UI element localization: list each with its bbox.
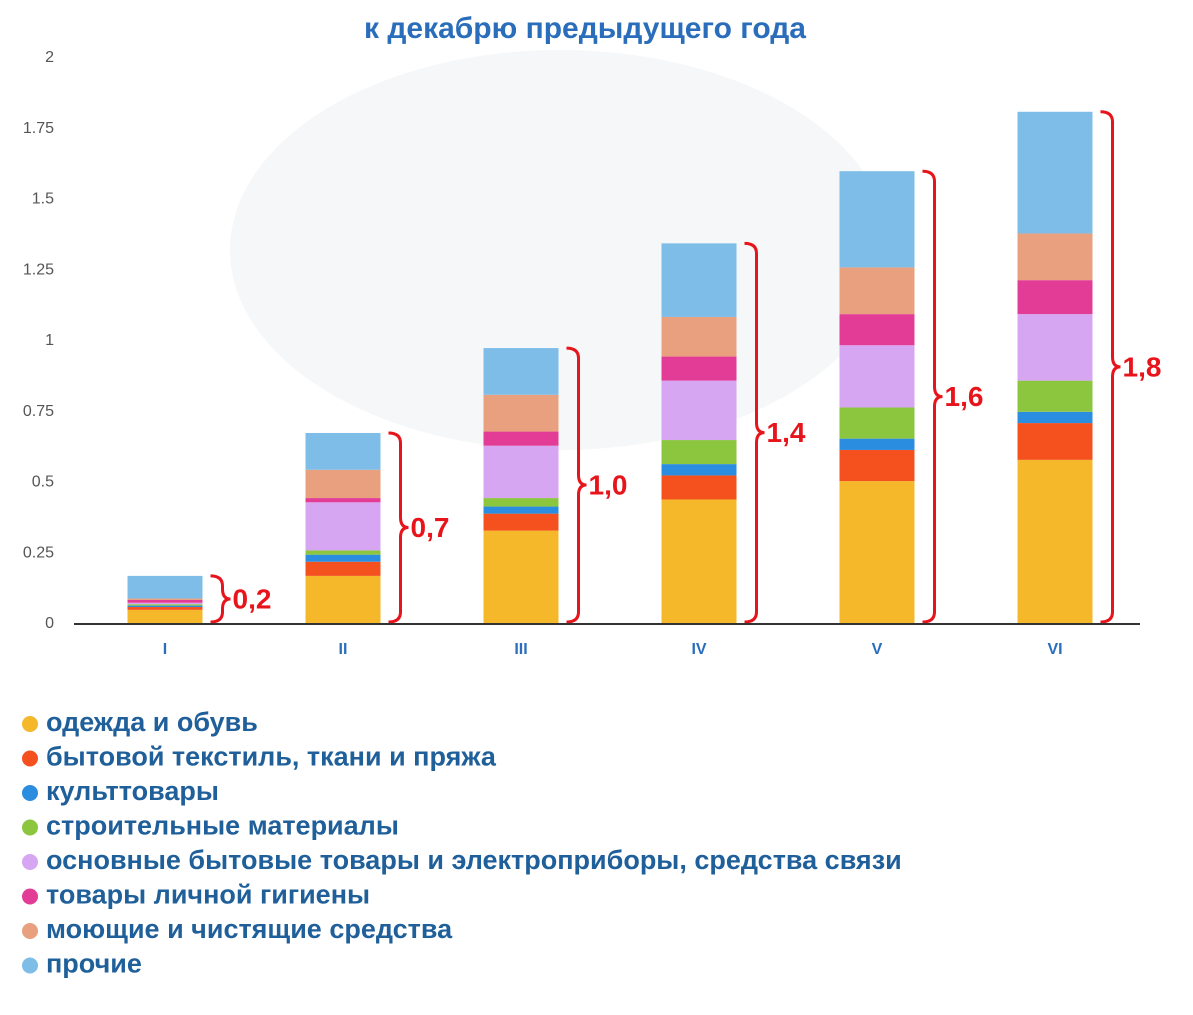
legend-marker [22, 716, 38, 732]
bar-segment [483, 498, 559, 507]
legend-label: товары личной гигиены [46, 880, 370, 910]
y-tick-label: 0 [45, 615, 54, 632]
bar-segment [483, 506, 559, 514]
legend-marker [22, 854, 38, 870]
brace [210, 574, 231, 624]
legend-marker [22, 888, 38, 905]
legend-label: одежда и обувь [46, 707, 258, 737]
bar-segment [127, 609, 203, 624]
bar-segment [305, 502, 381, 551]
bar-segment [661, 464, 737, 476]
bar-segment [1017, 423, 1093, 460]
brace [1100, 110, 1121, 624]
y-tick-label: 1 [45, 332, 54, 349]
bar-segment [305, 575, 381, 624]
bar-segment [305, 432, 381, 470]
bar-segment [839, 171, 915, 268]
bar-segment [839, 314, 915, 346]
annotation: 1,4 [767, 417, 806, 448]
legend-label: основные бытовые товары и электроприборы… [46, 845, 902, 875]
y-tick-label: 1.75 [23, 120, 54, 137]
bar-segment [839, 407, 915, 439]
x-tick-label: V [872, 641, 883, 658]
annotation: 1,0 [589, 469, 628, 500]
bar-segment [305, 561, 381, 576]
brace [922, 169, 943, 624]
bar-segment [661, 316, 737, 357]
bar-segment [839, 481, 915, 624]
legend-label: культтовары [46, 776, 219, 806]
x-tick-label: IV [691, 641, 706, 658]
legend-label: бытовой текстиль, ткани и пряжа [46, 742, 497, 772]
bar-segment [1017, 280, 1093, 315]
chart-title: к декабрю предыдущего года [364, 12, 806, 45]
bar-segment [127, 598, 203, 600]
x-tick-label: VI [1047, 641, 1062, 658]
bar-segment [1017, 411, 1093, 424]
bar-segment [661, 380, 737, 441]
bar-segment [839, 267, 915, 315]
bar-segment [127, 607, 203, 610]
bar-segment [483, 530, 559, 624]
legend-marker [22, 750, 38, 767]
bar-segment [127, 605, 203, 608]
background-image [230, 50, 890, 450]
bar-segment [1017, 111, 1093, 234]
bar-segment [1017, 380, 1093, 412]
bar-segment [127, 575, 203, 599]
legend-marker [22, 923, 38, 939]
y-tick-label: 2 [45, 49, 54, 66]
legend-marker [22, 957, 38, 974]
legend-marker [22, 785, 38, 801]
bar-segment [1017, 459, 1093, 624]
brace [388, 431, 409, 624]
x-tick-label: III [514, 641, 527, 658]
brace [566, 346, 587, 624]
bar-segment [483, 513, 559, 531]
bar-segment [127, 602, 203, 605]
y-tick-label: 0.5 [32, 474, 54, 491]
bar-segment [661, 475, 737, 500]
bar-segment [661, 499, 737, 624]
bar-segment [661, 356, 737, 381]
bar-segment [305, 469, 381, 499]
brace [744, 241, 765, 624]
bar-segment [661, 243, 737, 317]
annotation: 1,8 [1123, 351, 1162, 382]
legend-marker [22, 819, 38, 836]
bar-segment [127, 599, 203, 603]
bar-segment [839, 449, 915, 482]
legend-label: моющие и чистящие средства [46, 914, 453, 944]
bar-segment [483, 445, 559, 499]
bar-segment [305, 550, 381, 555]
bar-segment [483, 394, 559, 432]
bar-segment [305, 498, 381, 503]
annotation: 0,2 [233, 583, 272, 614]
x-tick-label: I [163, 641, 167, 658]
legend-label: строительные материалы [46, 811, 399, 841]
bar-segment [839, 345, 915, 408]
x-tick-label: II [339, 641, 348, 658]
legend-label: прочие [46, 949, 142, 979]
y-tick-label: 0.75 [23, 403, 54, 420]
bar-segment [127, 604, 203, 606]
bar-segment [661, 440, 737, 465]
bar-segment [1017, 233, 1093, 281]
bar-segment [305, 554, 381, 562]
bar-segment [1017, 314, 1093, 381]
y-tick-label: 0.25 [23, 544, 54, 561]
bar-segment [483, 348, 559, 395]
bar-segment [483, 431, 559, 446]
annotation: 1,6 [945, 381, 984, 412]
annotation: 0,7 [411, 512, 450, 543]
y-tick-label: 1.25 [23, 261, 54, 278]
y-tick-label: 1.5 [32, 191, 54, 208]
bar-segment [839, 438, 915, 450]
